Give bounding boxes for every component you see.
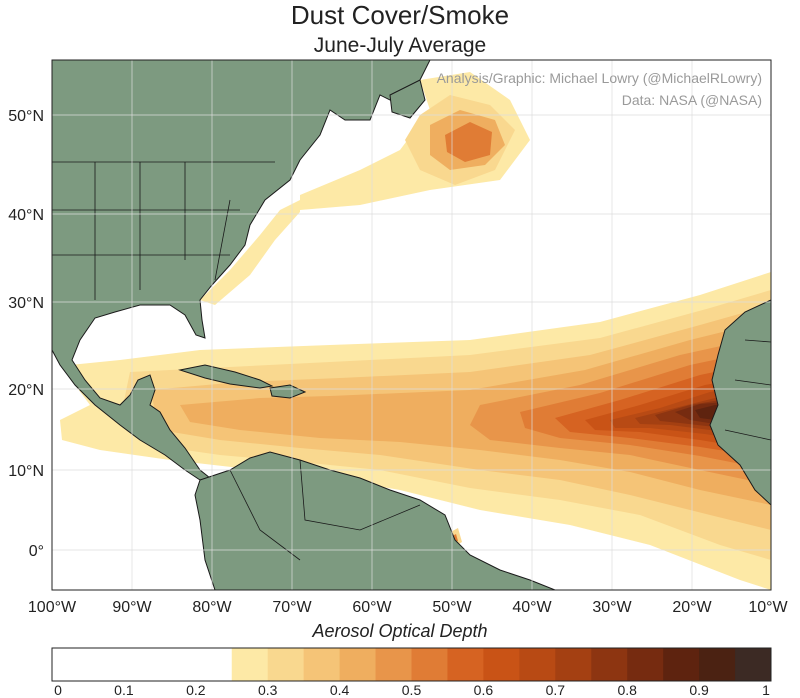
colorbar-swatch bbox=[339, 648, 377, 681]
colorbar-swatch bbox=[591, 648, 628, 681]
colorbar-swatch bbox=[699, 648, 736, 681]
colorbar-frame bbox=[51, 647, 772, 682]
colorbar-tick-label: 0.9 bbox=[689, 682, 709, 698]
lat-tick-label: 10°N bbox=[8, 463, 44, 480]
lon-tick-label: 50°W bbox=[432, 599, 472, 616]
newfoundland bbox=[389, 79, 426, 119]
colorbar-tick-label: 0.7 bbox=[546, 682, 566, 698]
land bbox=[52, 60, 771, 590]
lon-tick-label: 90°W bbox=[112, 599, 152, 616]
colorbar-swatch bbox=[519, 648, 556, 681]
colorbar-tick-label: 0.1 bbox=[114, 682, 134, 698]
north-america bbox=[52, 60, 431, 481]
lon-tick-label: 10°W bbox=[748, 599, 788, 616]
lat-tick-label: 40°N bbox=[8, 207, 44, 224]
colorbar-swatch bbox=[555, 648, 592, 681]
lon-tick-label: 30°W bbox=[592, 599, 632, 616]
south-america bbox=[194, 451, 556, 590]
data-credit: Data: NASA (@NASA) bbox=[621, 92, 762, 108]
colorbar-tick-label: 0.3 bbox=[258, 682, 278, 698]
lon-tick-label: 60°W bbox=[352, 599, 392, 616]
hispaniola bbox=[269, 384, 307, 399]
lon-tick-label: 80°W bbox=[192, 599, 232, 616]
map-frame bbox=[51, 59, 772, 591]
colorbar-swatch bbox=[735, 648, 772, 681]
graticule bbox=[52, 60, 771, 590]
colorbar-tick-label: 0.6 bbox=[474, 682, 494, 698]
colorbar-swatch bbox=[231, 648, 269, 681]
cuba bbox=[178, 364, 274, 389]
map-area bbox=[52, 60, 771, 590]
colorbar-tick-label: 0.5 bbox=[402, 682, 422, 698]
map-subtitle: June-July Average bbox=[313, 34, 487, 57]
colorbar bbox=[231, 648, 772, 681]
lat-tick-label: 50°N bbox=[8, 108, 44, 125]
lon-tick-label: 70°W bbox=[272, 599, 312, 616]
colorbar-tick-label: 0.4 bbox=[330, 682, 350, 698]
latitude-ticks: 50°N 40°N 30°N 20°N 10°N 0° bbox=[8, 108, 44, 560]
colorbar-swatch bbox=[411, 648, 448, 681]
colorbar-tick-label: 0.2 bbox=[186, 682, 206, 698]
colorbar-swatch bbox=[663, 648, 700, 681]
borders bbox=[52, 161, 771, 561]
lon-tick-label: 40°W bbox=[512, 599, 552, 616]
analysis-credit: Analysis/Graphic: Michael Lowry (@Michae… bbox=[436, 70, 762, 86]
colorbar-swatch bbox=[303, 648, 341, 681]
colorbar-swatch bbox=[267, 648, 305, 681]
map-title: Dust Cover/Smoke bbox=[290, 0, 510, 30]
colorbar-swatch bbox=[375, 648, 412, 681]
lon-tick-label: 100°W bbox=[28, 599, 77, 616]
colorbar-ticks: 0 0.1 0.2 0.3 0.4 0.5 0.6 0.7 0.8 0.9 1 bbox=[54, 682, 770, 698]
colorbar-swatch bbox=[627, 648, 664, 681]
lat-tick-label: 20°N bbox=[8, 382, 44, 399]
africa bbox=[709, 299, 771, 506]
lat-tick-label: 30°N bbox=[8, 295, 44, 312]
colorbar-tick-label: 1 bbox=[762, 682, 770, 698]
colorbar-title: Aerosol Optical Depth bbox=[312, 621, 488, 641]
colorbar-tick-label: 0.8 bbox=[617, 682, 637, 698]
colorbar-swatch bbox=[447, 648, 484, 681]
colorbar-tick-label: 0 bbox=[54, 682, 62, 698]
longitude-ticks: 100°W 90°W 80°W 70°W 60°W 50°W 40°W 30°W… bbox=[28, 599, 789, 616]
lat-tick-label: 0° bbox=[29, 543, 44, 560]
lon-tick-label: 20°W bbox=[672, 599, 712, 616]
colorbar-swatch bbox=[483, 648, 520, 681]
